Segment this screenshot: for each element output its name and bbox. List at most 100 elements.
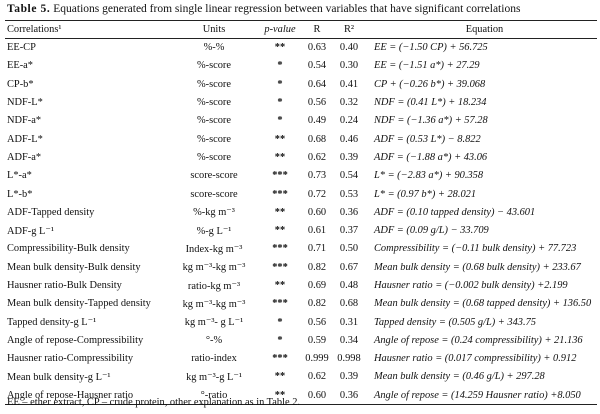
table-row: NDF-L* %-score * 0.56 0.32 NDF = (0.41 L*) + … [5,93,597,111]
cell-r2: 0.32 [339,97,359,109]
cell-equation: Hausner ratio = (0.017 compressibility) … [374,353,577,365]
cell-r: 0.68 [307,133,327,145]
table-row: Hausner ratio-Bulk Density ratio-kg m⁻³ **… [5,276,597,294]
cell-r: 0.64 [307,78,327,90]
cell-equation: ADF = (0.10 tapped density) − 43.601 [374,206,536,218]
cell-equation: Mean bulk density = (0.46 g/L) + 297.28 [374,371,545,383]
cell-p-value: *** [272,243,288,255]
cell-correlation: ADF-g L⁻¹ [7,225,54,237]
cell-units: %-g L⁻¹ [196,225,232,237]
cell-r: 0.71 [307,243,327,255]
cell-p-value: * [277,115,283,127]
header-p-value: p-value [258,20,302,39]
table-header-row: Correlations¹ Units p-value R R² Equatio… [5,20,597,39]
cell-p-value: ** [274,371,286,383]
table-row: Angle of repose-Compressibility °-% * 0.59 0… [5,331,597,349]
cell-r: 0.63 [307,42,327,54]
cell-equation: Angle of repose = (14.259 Hausner ratio)… [366,386,597,405]
cell-units: %-score [196,115,232,127]
cell-units: %-score [196,60,232,72]
cell-units: kg m⁻³-g L⁻¹ [186,371,242,383]
header-units: Units [170,20,258,39]
cell-r: 0.56 [307,316,327,328]
table-row: ADF-a* %-score ** 0.62 0.39 ADF = (−1.88 a*) … [5,148,597,166]
table-footnote: EE – ether extract, CP – crude protein, … [7,397,301,408]
cell-equation: EE = (−1.51 a*) + 27.29 [374,60,480,72]
cell-correlation: Compressibility-Bulk density [7,243,130,255]
cell-units: kg m⁻³-kg m⁻³ [182,298,246,310]
cell-r2: 0.998 [337,353,361,365]
cell-equation: CP + (−0.26 b*) + 39.068 [374,78,486,90]
cell-correlation: ADF-L* [7,133,43,145]
cell-r2: 0.24 [339,115,359,127]
cell-r: 0.59 [307,334,327,346]
cell-correlation: Mean bulk density-Bulk density [7,261,141,273]
cell-units: score-score [190,188,238,200]
cell-units: ratio-kg m⁻³ [187,280,241,292]
header-r2: R² [332,20,366,39]
cell-units: kg m⁻³- g L⁻¹ [184,317,244,329]
cell-p-value: * [277,316,283,328]
table-row: Mean bulk density-Bulk density kg m⁻³-kg … [5,258,597,276]
cell-p-value: *** [272,353,288,365]
table-row: EE-CP %-% ** 0.63 0.40 EE = (−1.50 CP) + 56.7… [5,39,597,57]
cell-equation: Mean bulk density = (0.68 bulk density) … [374,261,581,273]
cell-r2: 0.39 [339,151,359,163]
table-body: EE-CP %-% ** 0.63 0.40 EE = (−1.50 CP) + 56.7… [5,39,597,405]
cell-units: %-score [196,151,232,163]
cell-r2: 0.53 [339,188,359,200]
cell-p-value: *** [272,298,288,310]
cell-p-value: ** [274,133,286,145]
cell-p-value: ** [274,280,286,291]
cell-p-value: * [277,60,283,72]
table-row: Mean bulk density-Tapped density kg m⁻³-k… [5,295,597,313]
cell-correlation: EE-a* [7,60,33,72]
cell-r2: 0.46 [339,133,359,145]
cell-p-value: *** [272,170,288,182]
cell-correlation: Hausner ratio-Compressibility [7,353,134,365]
cell-equation: Tapped density = (0.505 g/L) + 343.75 [374,316,536,328]
cell-equation: EE = (−1.50 CP) + 56.725 [374,42,488,54]
header-correlations: Correlations¹ [5,20,170,39]
cell-correlation: EE-CP [7,42,36,54]
cell-units: °-ratio [170,386,258,405]
cell-r: 0.62 [307,371,327,383]
cell-correlation: Tapped density-g L⁻¹ [7,317,97,329]
cell-equation: ADF = (0.53 L*) − 8.822 [374,133,481,145]
cell-r2: 0.48 [339,280,359,291]
cell-equation: L* = (−2.83 a*) + 90.358 [374,170,484,182]
table-row: L*-a* score-score *** 0.73 0.54 L* = (−2.83 a… [5,167,597,185]
cell-equation: ADF = (−1.88 a*) + 43.06 [374,151,488,163]
regression-table: Correlations¹ Units p-value R R² Equatio… [5,20,597,405]
cell-units: Index-kg m⁻³ [185,243,243,255]
cell-r: 0.72 [307,188,327,200]
table-row: Mean bulk density-g L⁻¹ kg m⁻³-g L⁻¹ ** 0.6… [5,368,597,386]
cell-correlation: Mean bulk density-Tapped density [7,298,151,310]
header-equation: Equation [366,20,597,39]
cell-r2: 0.34 [339,334,359,346]
table-row: ADF-g L⁻¹ %-g L⁻¹ ** 0.61 0.37 ADF = (0.09 g/… [5,221,597,239]
cell-p-value: * [277,334,283,346]
cell-equation: Hausner ratio = (−0.002 bulk density) +2… [374,280,568,291]
cell-p-value: ** [274,206,286,218]
cell-r2: 0.37 [339,225,359,237]
cell-r2: 0.67 [339,261,359,273]
cell-p-value: *** [272,188,288,200]
cell-r: 0.62 [307,151,327,163]
cell-correlation: ADF-Tapped density [7,206,95,218]
cell-r2: 0.30 [339,60,359,72]
table-row: CP-b* %-score * 0.64 0.41 CP + (−0.26 b*) + 3… [5,75,597,93]
cell-r2: 0.41 [339,78,359,90]
cell-units: score-score [190,170,238,182]
cell-r: 0.56 [307,97,327,109]
cell-correlation: ADF-a* [7,151,42,163]
cell-units: %-kg m⁻³ [193,207,235,219]
cell-r: 0.60 [307,206,327,218]
cell-r2: 0.31 [339,316,359,328]
cell-r2: 0.40 [339,42,359,54]
cell-correlation: NDF-L* [7,97,43,109]
cell-r: 0.82 [307,261,327,273]
table-row: ADF-L* %-score ** 0.68 0.46 ADF = (0.53 L*) −… [5,130,597,148]
cell-units: °-% [205,334,223,346]
table-row: NDF-a* %-score * 0.49 0.24 NDF = (−1.36 a*) +… [5,112,597,130]
